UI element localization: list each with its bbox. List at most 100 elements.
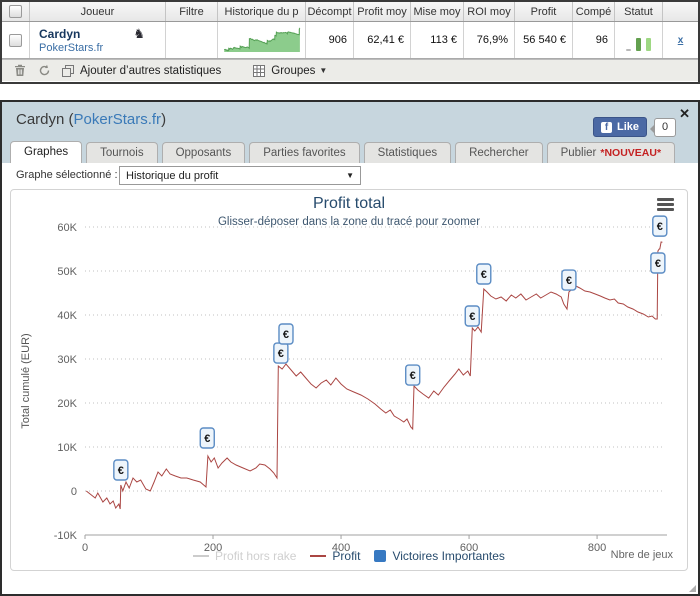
- filter-cell[interactable]: [166, 22, 218, 58]
- count-value: 906: [306, 22, 354, 58]
- row-checkbox[interactable]: [9, 33, 22, 47]
- tab-statistiques[interactable]: Statistiques: [363, 142, 452, 163]
- victory-marker[interactable]: [464, 305, 480, 327]
- column-header-historique[interactable]: Historique du p: [218, 2, 306, 21]
- add-stats-icon: [60, 64, 76, 78]
- legend-swatch-line: [193, 555, 210, 557]
- chart-legend: Profit hors rake Profit Victoires Import…: [11, 549, 687, 563]
- close-icon[interactable]: ✕: [679, 106, 690, 121]
- svg-text:400: 400: [332, 542, 350, 554]
- resize-grip[interactable]: [689, 585, 696, 592]
- victory-marker[interactable]: [113, 459, 129, 481]
- like-count: 0: [650, 117, 676, 137]
- groups-button[interactable]: Groupes ▼: [251, 64, 327, 78]
- row-close-link[interactable]: x: [677, 34, 684, 46]
- column-header-decompte[interactable]: Décompt: [306, 2, 354, 21]
- svg-text:40K: 40K: [57, 310, 77, 322]
- victory-marker[interactable]: [405, 364, 421, 386]
- panel-title: Cardyn (PokerStars.fr): [16, 111, 167, 128]
- svg-text:-10K: -10K: [54, 530, 78, 542]
- tab-tournois[interactable]: Tournois: [86, 142, 158, 163]
- column-header-roi-moy[interactable]: ROI moy: [464, 2, 515, 21]
- chart-plot-area[interactable]: 60K 50K 40K 30K 20K 10K 0 -10K 0 200 400 600 800 € € € €…: [11, 190, 687, 570]
- svg-text:600: 600: [460, 542, 478, 554]
- chevron-down-icon: ▼: [346, 171, 354, 180]
- graph-select-dropdown[interactable]: Historique du profit ▼: [119, 166, 361, 185]
- select-all-checkbox[interactable]: [9, 5, 22, 18]
- tab-rechercher[interactable]: Rechercher: [455, 142, 543, 163]
- column-header-statut[interactable]: Statut: [615, 2, 663, 21]
- tab-publier[interactable]: Publier *NOUVEAU*: [546, 142, 676, 163]
- player-name[interactable]: Cardyn: [39, 26, 81, 41]
- y-axis-title: Total cumulé (EUR): [20, 333, 32, 429]
- graph-selector-row: Graphe sélectionné : Historique du profi…: [2, 163, 698, 188]
- tab-opposants[interactable]: Opposants: [161, 142, 246, 163]
- victory-marker[interactable]: [278, 323, 294, 345]
- chart-title: Profit total: [312, 195, 386, 212]
- column-header-mise-moy[interactable]: Mise moy: [411, 2, 464, 21]
- column-header-profit[interactable]: Profit: [515, 2, 573, 21]
- add-stats-button[interactable]: Ajouter d’autres statistiques: [60, 64, 221, 78]
- tab-bar: Graphes Tournois Opposants Parties favor…: [10, 141, 676, 163]
- svg-text:€: €: [204, 433, 210, 445]
- legend-item-victoires[interactable]: Victoires Importantes: [374, 549, 505, 563]
- hamburger-menu-icon[interactable]: [657, 198, 674, 211]
- victory-marker[interactable]: [561, 269, 577, 291]
- legend-item-profit[interactable]: Profit: [310, 549, 360, 563]
- svg-text:30K: 30K: [57, 354, 77, 366]
- column-header-compe[interactable]: Compé: [573, 2, 615, 21]
- svg-text:50K: 50K: [57, 266, 77, 278]
- row-close-cell[interactable]: x: [663, 22, 698, 58]
- groups-icon: [251, 64, 267, 78]
- legend-label: Victoires Importantes: [392, 549, 505, 563]
- refresh-icon[interactable]: [36, 64, 52, 78]
- svg-text:0: 0: [82, 542, 88, 554]
- sparkline-chart: [223, 27, 301, 52]
- column-header-extra: [663, 2, 698, 21]
- player-detail-panel: Cardyn (PokerStars.fr) ✕ f Like 0 Graphe…: [0, 100, 700, 596]
- svg-text:€: €: [278, 348, 284, 360]
- trash-icon[interactable]: [12, 64, 28, 78]
- svg-text:€: €: [481, 269, 487, 281]
- svg-text:€: €: [410, 370, 416, 382]
- player-cell[interactable]: Cardyn ♞ PokerStars.fr: [30, 22, 166, 58]
- facebook-icon: f: [600, 121, 612, 133]
- select-all-checkbox-cell[interactable]: [2, 2, 30, 21]
- tab-parties-favorites[interactable]: Parties favorites: [249, 142, 360, 163]
- chart-subtitle: Glisser-déposer dans la zone du tracé po…: [217, 216, 481, 228]
- victory-marker[interactable]: [652, 215, 668, 237]
- groups-label: Groupes: [271, 64, 316, 77]
- facebook-like-widget: f Like 0: [592, 117, 676, 137]
- victory-marker[interactable]: [476, 263, 492, 285]
- panel-header: Cardyn (PokerStars.fr) ✕ f Like 0 Graphe…: [2, 102, 698, 163]
- column-header-joueur[interactable]: Joueur: [30, 2, 166, 21]
- svg-text:€: €: [469, 311, 475, 323]
- svg-text:€: €: [566, 275, 572, 287]
- player-table-panel: Joueur Filtre Historique du p Décompt Pr…: [0, 0, 700, 84]
- svg-text:10K: 10K: [57, 442, 77, 454]
- facebook-like-button[interactable]: f Like: [592, 117, 647, 137]
- profit-chart[interactable]: 60K 50K 40K 30K 20K 10K 0 -10K 0 200 400 600 800 € € € €…: [10, 189, 688, 571]
- roi-avg-value: 76,9%: [464, 22, 515, 58]
- svg-text:€: €: [655, 258, 661, 270]
- add-stats-label: Ajouter d’autres statistiques: [80, 64, 222, 77]
- table-row[interactable]: Cardyn ♞ PokerStars.fr 906 62,41 € 113 €…: [2, 22, 698, 59]
- svg-text:20K: 20K: [57, 398, 77, 410]
- row-checkbox-cell[interactable]: [2, 22, 30, 58]
- legend-item-profit-hors-rake[interactable]: Profit hors rake: [193, 549, 296, 563]
- status-bars: [615, 22, 663, 58]
- column-header-filtre[interactable]: Filtre: [166, 2, 218, 21]
- victory-marker[interactable]: [199, 427, 215, 449]
- like-label: Like: [616, 121, 639, 133]
- column-header-profit-moy[interactable]: Profit moy: [354, 2, 411, 21]
- svg-text:200: 200: [204, 542, 222, 554]
- panel-title-site: PokerStars.fr: [73, 111, 162, 128]
- victory-marker[interactable]: [650, 252, 666, 274]
- svg-text:0: 0: [71, 486, 77, 498]
- graph-selector-label: Graphe sélectionné :: [16, 169, 118, 181]
- graph-select-value: Historique du profit: [126, 169, 219, 182]
- legend-label: Profit hors rake: [215, 549, 297, 563]
- tab-graphes[interactable]: Graphes: [10, 141, 83, 163]
- svg-text:€: €: [283, 329, 289, 341]
